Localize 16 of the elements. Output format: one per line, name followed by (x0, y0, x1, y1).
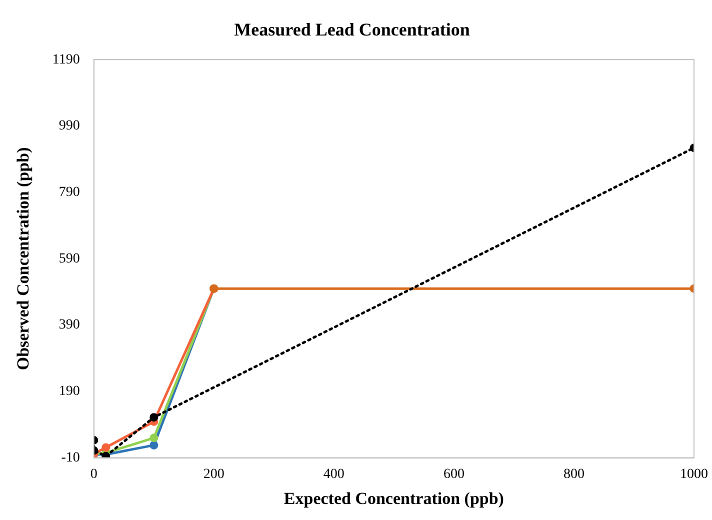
x-axis-title: Expected Concentration (ppb) (284, 489, 504, 508)
y-axis-title: Observed Concentration (ppb) (14, 147, 33, 370)
y-tick-label: 1190 (52, 52, 80, 68)
y-tick-label: 990 (58, 118, 80, 134)
y-tick-label: 390 (58, 318, 80, 333)
y-tick-label: 790 (58, 185, 80, 200)
y-tick-label: 590 (58, 251, 80, 266)
x-tick-label: 0 (90, 466, 98, 482)
x-tick-label: 800 (563, 466, 584, 482)
x-tick-label: 200 (203, 466, 224, 482)
x-tick-label: 600 (443, 466, 464, 482)
chart-title: Measured Lead Concentration (234, 19, 470, 40)
x-tick-label: 400 (323, 466, 344, 482)
y-tick-label: 190 (58, 384, 80, 400)
x-tick-label: 1000 (680, 466, 708, 482)
y-tick-label: -10 (61, 450, 80, 466)
